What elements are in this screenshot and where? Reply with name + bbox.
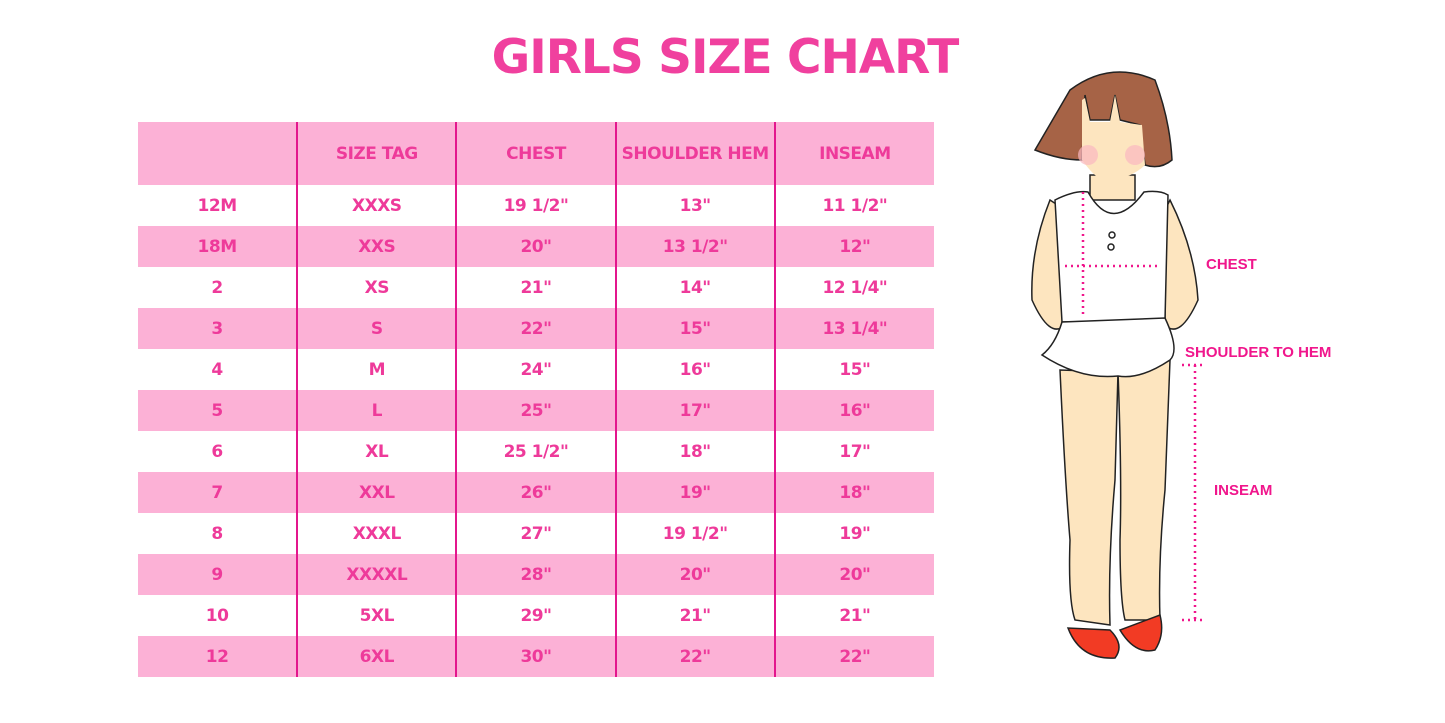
table-header: SIZE TAG CHEST SHOULDER HEM INSEAM bbox=[138, 122, 934, 185]
table-cell: 13" bbox=[614, 185, 775, 226]
table-cell: XXXXL bbox=[296, 554, 457, 595]
table-cell: 20" bbox=[455, 226, 616, 267]
table-row: 9 XXXXL 28" 20" 20" bbox=[138, 554, 934, 595]
table-cell: 10 bbox=[205, 605, 229, 626]
table-cell: XL bbox=[296, 431, 457, 472]
table-cell: 21" bbox=[614, 595, 775, 636]
table-cell: 13 1/4" bbox=[773, 308, 934, 349]
table-row: 6 XL 25 1/2" 18" 17" bbox=[138, 431, 934, 472]
inseam-label: INSEAM bbox=[1214, 482, 1273, 499]
table-cell: 25" bbox=[455, 390, 616, 431]
table-cell: S bbox=[296, 308, 457, 349]
table-cell: 16" bbox=[773, 390, 934, 431]
table-cell: 16" bbox=[614, 349, 775, 390]
table-cell: M bbox=[296, 349, 457, 390]
table-cell: 20" bbox=[773, 554, 934, 595]
table-cell: 22" bbox=[773, 636, 934, 677]
column-header: SIZE TAG bbox=[296, 122, 457, 185]
column-header: SHOULDER HEM bbox=[614, 122, 775, 185]
table-cell: 20" bbox=[614, 554, 775, 595]
table-cell: 5XL bbox=[296, 595, 457, 636]
table-cell: 18" bbox=[614, 431, 775, 472]
table-cell: 29" bbox=[455, 595, 616, 636]
table-cell: XXXS bbox=[296, 185, 457, 226]
table-cell: 26" bbox=[455, 472, 616, 513]
table-cell: 27" bbox=[455, 513, 616, 554]
table-cell: 21" bbox=[773, 595, 934, 636]
table-cell: 4 bbox=[211, 359, 223, 380]
table-row: 3 S 22" 15" 13 1/4" bbox=[138, 308, 934, 349]
table-row: 12M XXXS 19 1/2" 13" 11 1/2" bbox=[138, 185, 934, 226]
child-illustration bbox=[1031, 71, 1202, 659]
table-row: 18M XXS 20" 13 1/2" 12" bbox=[138, 226, 934, 267]
table-cell: 12M bbox=[197, 195, 238, 216]
table-cell: 21" bbox=[455, 267, 616, 308]
table-row: 12 6XL 30" 22" 22" bbox=[138, 636, 934, 677]
table-cell: XXS bbox=[296, 226, 457, 267]
shoulder-to-hem-label: SHOULDER TO HEM bbox=[1185, 344, 1332, 361]
table-cell: 12" bbox=[773, 226, 934, 267]
table-cell: 25 1/2" bbox=[455, 431, 616, 472]
table-cell: 2 bbox=[211, 277, 223, 298]
table-cell: 17" bbox=[773, 431, 934, 472]
table-cell: 7 bbox=[138, 472, 298, 513]
table-cell: L bbox=[296, 390, 457, 431]
table-cell: 22" bbox=[614, 636, 775, 677]
table-cell: 24" bbox=[455, 349, 616, 390]
column-header: INSEAM bbox=[773, 122, 934, 185]
table-cell: 14" bbox=[614, 267, 775, 308]
table-cell: 15" bbox=[614, 308, 775, 349]
child-measurement-figure: CHEST SHOULDER TO HEM INSEAM bbox=[1020, 60, 1380, 674]
table-cell: 19" bbox=[614, 472, 775, 513]
size-table: SIZE TAG CHEST SHOULDER HEM INSEAM 12M XXXS 1… bbox=[138, 122, 934, 677]
table-row: 8 XXXL 27" 19 1/2" 19" bbox=[138, 513, 934, 554]
table-cell: 9 bbox=[138, 554, 298, 595]
column-header bbox=[138, 122, 298, 185]
table-row: 4 M 24" 16" 15" bbox=[138, 349, 934, 390]
table-row: 10 5XL 29" 21" 21" bbox=[138, 595, 934, 636]
table-cell: 15" bbox=[773, 349, 934, 390]
table-cell: 6 bbox=[211, 441, 223, 462]
table-cell: 30" bbox=[455, 636, 616, 677]
table-cell: 12 bbox=[138, 636, 298, 677]
table-cell: 18" bbox=[773, 472, 934, 513]
table-row: 7 XXL 26" 19" 18" bbox=[138, 472, 934, 513]
table-cell: 6XL bbox=[296, 636, 457, 677]
page-title: GIRLS SIZE CHART bbox=[491, 30, 960, 85]
table-cell: XXXL bbox=[296, 513, 457, 554]
table-cell: 17" bbox=[614, 390, 775, 431]
table-cell: 28" bbox=[455, 554, 616, 595]
table-cell: 8 bbox=[211, 523, 223, 544]
table-cell: XXL bbox=[296, 472, 457, 513]
column-header: CHEST bbox=[455, 122, 616, 185]
table-cell: 18M bbox=[138, 226, 298, 267]
table-cell: 19 1/2" bbox=[455, 185, 616, 226]
table-cell: 12 1/4" bbox=[773, 267, 934, 308]
table-row: 2 XS 21" 14" 12 1/4" bbox=[138, 267, 934, 308]
table-cell: 5 bbox=[138, 390, 298, 431]
table-cell: 3 bbox=[138, 308, 298, 349]
table-cell: 19 1/2" bbox=[614, 513, 775, 554]
table-cell: XS bbox=[296, 267, 457, 308]
table-cell: 22" bbox=[455, 308, 616, 349]
chest-label: CHEST bbox=[1206, 256, 1257, 273]
table-row: 5 L 25" 17" 16" bbox=[138, 390, 934, 431]
table-cell: 13 1/2" bbox=[614, 226, 775, 267]
table-cell: 11 1/2" bbox=[773, 185, 934, 226]
table-cell: 19" bbox=[773, 513, 934, 554]
